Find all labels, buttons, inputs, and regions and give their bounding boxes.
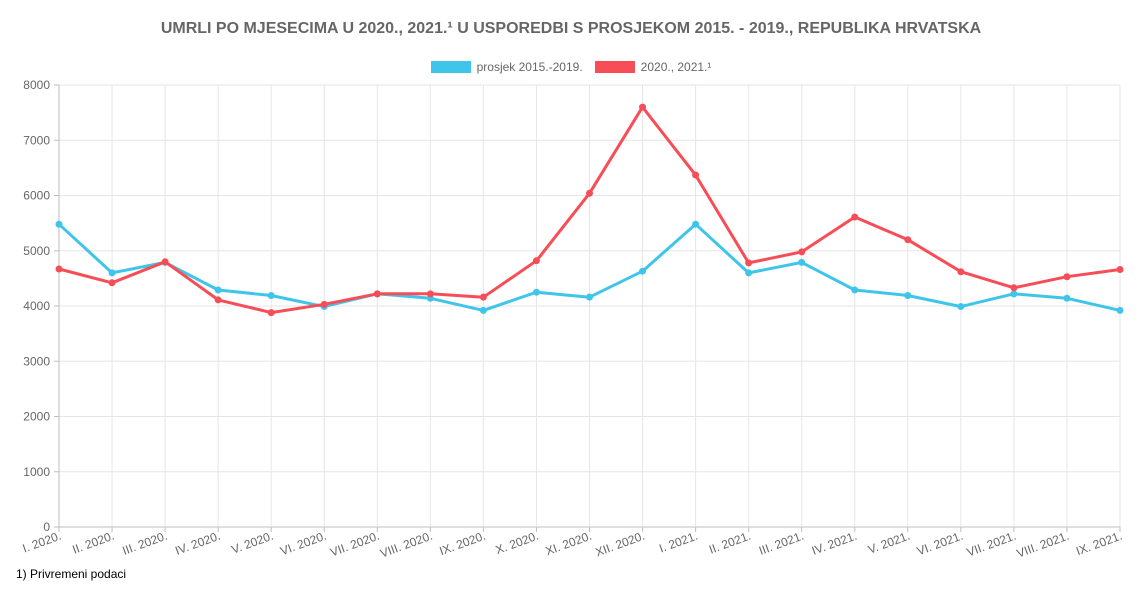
x-tick-label: X. 2020. xyxy=(494,529,541,557)
x-tick-label: VII. 2021. xyxy=(965,529,1018,560)
y-tick-label: 1000 xyxy=(23,465,50,479)
x-tick-label: IV. 2020. xyxy=(173,529,222,558)
x-tick-label: VIII. 2021. xyxy=(1015,529,1071,561)
x-tick-label: III. 2020. xyxy=(120,529,169,558)
data-point-current xyxy=(586,189,593,197)
data-point-average xyxy=(214,286,222,294)
y-tick-label: 8000 xyxy=(23,78,50,92)
legend-label-current: 2020., 2021.¹ xyxy=(640,60,712,74)
legend-swatch-current xyxy=(594,61,635,73)
data-point-current xyxy=(798,248,806,256)
data-point-average xyxy=(532,288,540,296)
x-tick-label: V. 2021. xyxy=(866,529,912,557)
y-tick-label: 7000 xyxy=(23,133,50,147)
data-point-current xyxy=(1063,273,1071,281)
data-point-average xyxy=(692,220,700,228)
data-point-current xyxy=(161,258,169,266)
y-tick-label: 2000 xyxy=(23,410,50,424)
x-tick-label: I. 2020. xyxy=(21,529,63,556)
data-point-average xyxy=(1116,306,1124,314)
y-tick-label: 0 xyxy=(43,520,50,534)
data-point-current xyxy=(267,309,275,317)
data-point-average xyxy=(55,220,63,228)
data-point-average xyxy=(798,258,806,266)
data-point-current xyxy=(373,290,381,298)
data-point-average xyxy=(639,267,647,275)
x-tick-label: VIII. 2020. xyxy=(378,529,434,561)
data-point-average xyxy=(851,286,859,294)
data-point-average xyxy=(745,269,753,277)
data-point-current xyxy=(426,290,434,298)
data-point-current xyxy=(1010,284,1018,292)
x-tick-label: III. 2021. xyxy=(757,529,806,558)
y-tick-label: 3000 xyxy=(23,354,50,368)
data-point-current xyxy=(639,103,647,111)
data-point-current xyxy=(214,296,222,304)
data-point-average xyxy=(1063,294,1071,302)
footnote: 1) Privremeni podaci xyxy=(16,567,127,581)
legend-item-current[interactable]: 2020., 2021.¹ xyxy=(594,60,712,74)
x-tick-label: II. 2021. xyxy=(707,529,753,557)
x-tick-label: VI. 2020. xyxy=(278,529,328,559)
x-tick-label: I. 2021. xyxy=(657,529,699,556)
x-tick-label: II. 2020. xyxy=(71,529,117,557)
y-tick-label: 4000 xyxy=(23,299,50,313)
x-tick-label: XI. 2020. xyxy=(544,529,594,559)
data-point-current xyxy=(957,268,965,276)
data-point-average xyxy=(479,306,487,314)
data-point-average xyxy=(957,303,965,311)
y-tick-label: 6000 xyxy=(23,189,50,203)
legend-item-average[interactable]: prosjek 2015.-2019. xyxy=(430,60,583,74)
x-tick-label: IX. 2020. xyxy=(437,529,487,559)
legend-swatch-average xyxy=(430,61,471,73)
chart-title: UMRLI PO MJESECIMA U 2020., 2021.¹ U USP… xyxy=(160,20,982,37)
x-tick-label: IV. 2021. xyxy=(810,529,859,558)
data-point-current xyxy=(851,213,859,221)
data-point-current xyxy=(55,265,63,273)
data-point-average xyxy=(1010,290,1018,298)
data-point-average xyxy=(586,293,593,301)
x-tick-label: V. 2020. xyxy=(229,529,275,557)
data-point-current xyxy=(320,300,328,308)
y-tick-label: 5000 xyxy=(23,244,50,258)
x-tick-label: VI. 2021. xyxy=(915,529,965,559)
data-point-current xyxy=(108,279,116,287)
x-tick-label: XII. 2020. xyxy=(594,529,647,560)
legend: prosjek 2015.-2019. 2020., 2021.¹ xyxy=(0,60,1142,74)
data-point-current xyxy=(1116,266,1124,274)
data-point-current xyxy=(692,171,700,179)
data-point-average xyxy=(904,292,912,300)
data-point-current xyxy=(532,257,540,265)
legend-label-average: prosjek 2015.-2019. xyxy=(476,60,583,74)
data-point-current xyxy=(904,236,912,244)
data-point-current xyxy=(479,293,487,301)
data-point-average xyxy=(108,269,116,277)
x-tick-label: IX. 2021. xyxy=(1074,529,1124,559)
data-point-current xyxy=(745,259,753,267)
data-point-average xyxy=(267,292,275,300)
x-tick-label: VII. 2020. xyxy=(328,529,381,560)
